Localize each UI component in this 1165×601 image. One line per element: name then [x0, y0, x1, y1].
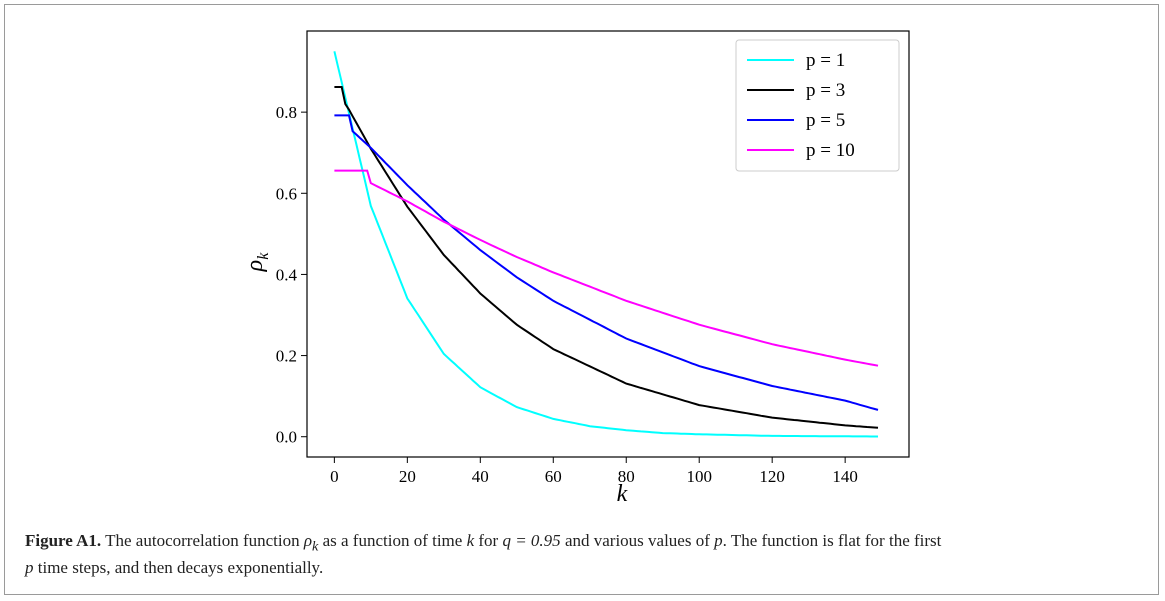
y-tick-label: 0.8	[276, 103, 297, 122]
caption-text-4: and various values of	[560, 531, 715, 550]
caption-rho-sub: k	[312, 538, 319, 555]
caption-text-2: as a function of time	[318, 531, 467, 550]
x-tick-label: 140	[832, 467, 858, 486]
x-tick-label: 60	[545, 467, 562, 486]
x-tick-label: 40	[472, 467, 489, 486]
x-tick-label: 20	[399, 467, 416, 486]
y-tick-label: 0.2	[276, 347, 297, 366]
x-tick-label: 0	[330, 467, 339, 486]
caption-label: Figure A1.	[25, 531, 102, 550]
y-tick-label: 0.6	[276, 184, 297, 203]
x-tick-label: 120	[759, 467, 785, 486]
legend-label-p1: p = 1	[806, 50, 845, 71]
series-line-p1	[333, 51, 878, 438]
caption-p: p	[714, 531, 723, 550]
series-line-p5	[334, 114, 879, 411]
x-tick-label: 80	[618, 467, 635, 486]
caption-text-5: . The function is flat for the first	[722, 531, 942, 550]
legend: p = 1 p = 3 p = 5 p = 10	[735, 39, 900, 172]
series-line-p3	[334, 86, 879, 429]
caption-k: k	[466, 531, 475, 550]
legend-box	[735, 39, 900, 172]
x-ticks: 0 20 40 60 80 100 120 140	[330, 457, 858, 486]
caption-text-1: The autocorrelation function	[101, 531, 304, 550]
y-ticks: 0.0 0.2 0.4 0.6 0.8	[276, 103, 307, 447]
series-layer	[333, 51, 879, 438]
y-axis-label: ρk	[242, 252, 272, 273]
y-tick-label: 0.0	[276, 428, 297, 447]
legend-label-p10: p = 10	[806, 140, 855, 161]
x-tick-label: 100	[686, 467, 712, 486]
autocorrelation-chart: 0 20 40 60 80 100 120 140 0.00.20.40.60.8 k ρk …	[242, 30, 910, 507]
legend-label-p3: p = 3	[806, 80, 845, 101]
caption-rho: ρ	[303, 531, 313, 550]
x-axis-label: k	[617, 481, 628, 507]
caption-text-6: time steps, and then decays exponentiall…	[33, 558, 324, 578]
figure-caption: Figure A1. The autocorrelation function …	[25, 530, 1135, 579]
series-line-p10	[334, 169, 879, 367]
y-tick-label: 0.4	[276, 265, 298, 284]
caption-p-2: p	[25, 558, 34, 578]
y-axis-label-subscript: k	[255, 252, 272, 260]
caption-q: q = 0.95	[502, 531, 561, 550]
legend-label-p5: p = 5	[806, 110, 845, 131]
caption-text-3: for	[474, 531, 503, 550]
figure-frame	[4, 4, 1159, 595]
